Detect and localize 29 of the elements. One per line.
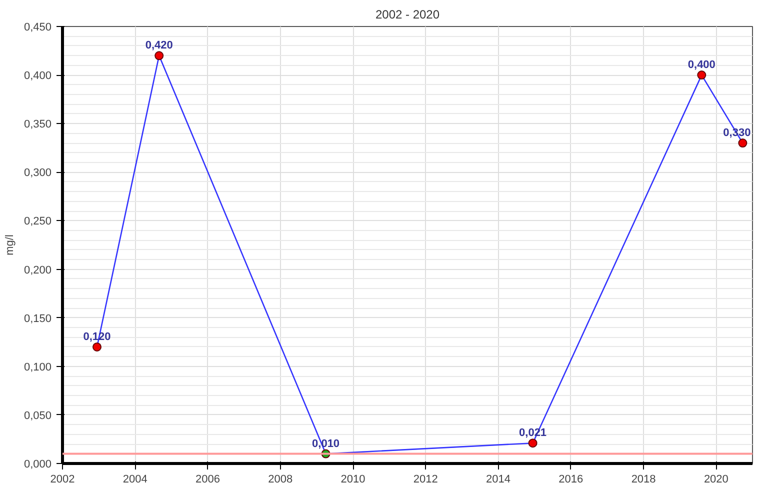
x-tick-label: 2014 (486, 474, 511, 486)
x-tick-label: 2004 (122, 474, 148, 486)
y-tick-label: 0,250 (24, 216, 52, 228)
point (528, 438, 538, 448)
y-tick-label: 0,000 (24, 458, 52, 470)
x-tick-label: 2016 (558, 474, 584, 486)
x-tick-label: 2010 (340, 474, 366, 486)
y-tick-label: 0,400 (24, 70, 52, 82)
y-tick-label: 0,450 (24, 22, 52, 34)
x-tick-label: 2020 (704, 474, 728, 486)
x-tick-label: 2018 (631, 474, 656, 486)
x-tick-label: 2008 (268, 474, 293, 486)
y-axis-title: mg/l (4, 234, 16, 256)
point (92, 342, 102, 352)
y-tick-label: 0,100 (24, 361, 52, 374)
y-tick-label: 0,150 (24, 312, 52, 325)
chart-title: 2002 - 2020 (375, 8, 440, 22)
y-tick-label: 0,350 (24, 118, 52, 131)
x-tick-label: 2002 (50, 474, 75, 486)
point (738, 138, 748, 148)
y-tick-label: 0,300 (24, 167, 52, 180)
data-label: 0,400 (688, 59, 716, 72)
y-tick-label: 0,200 (24, 264, 52, 276)
x-tick-label: 2012 (413, 474, 438, 486)
point (697, 70, 706, 80)
y-tick-label: 0,050 (24, 410, 52, 422)
x-tick-label: 2006 (196, 474, 220, 486)
point (154, 51, 164, 60)
data-label: 0,420 (145, 40, 173, 52)
